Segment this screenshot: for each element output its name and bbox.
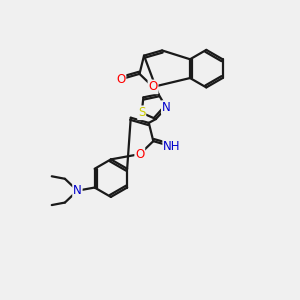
Text: O: O — [148, 80, 158, 93]
Text: O: O — [116, 73, 125, 86]
Text: O: O — [135, 148, 144, 160]
Text: N: N — [73, 184, 82, 197]
Text: NH: NH — [163, 140, 181, 153]
Text: S: S — [138, 106, 146, 119]
Text: N: N — [162, 101, 171, 114]
